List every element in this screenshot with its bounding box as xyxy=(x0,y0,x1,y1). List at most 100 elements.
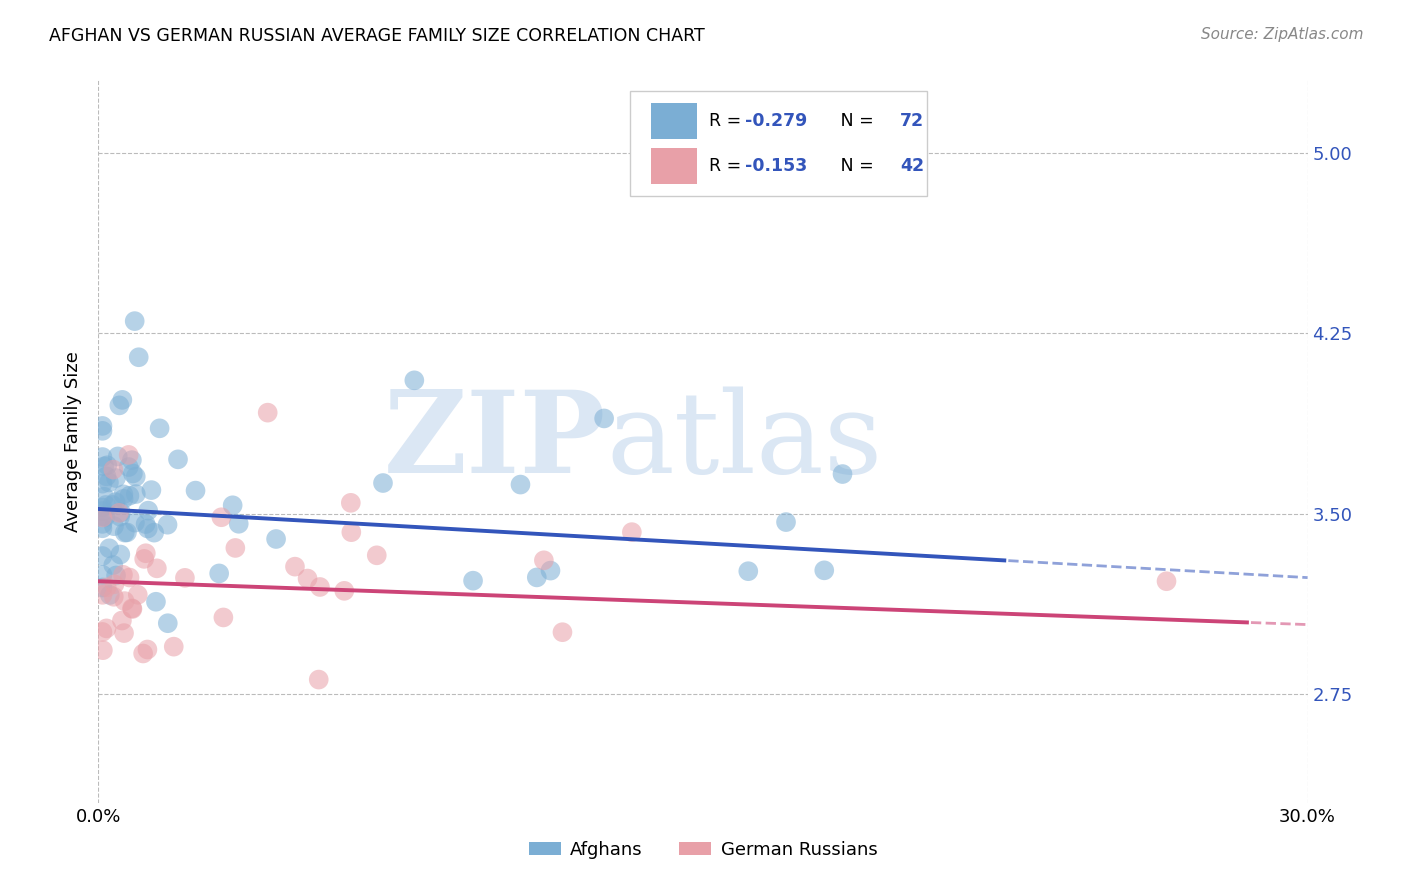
Y-axis label: Average Family Size: Average Family Size xyxy=(63,351,82,532)
Point xyxy=(340,496,363,510)
Point xyxy=(620,525,643,540)
Point xyxy=(103,590,125,604)
Point xyxy=(208,566,231,581)
Point xyxy=(114,594,136,608)
Point xyxy=(114,525,136,540)
Point xyxy=(146,561,169,575)
Point xyxy=(184,483,207,498)
Point xyxy=(737,564,759,578)
Text: -0.279: -0.279 xyxy=(745,112,807,130)
Point xyxy=(121,601,143,615)
Point xyxy=(308,673,330,687)
Point xyxy=(121,453,143,467)
Point xyxy=(91,624,114,639)
FancyBboxPatch shape xyxy=(630,91,927,196)
Text: 42: 42 xyxy=(900,157,924,175)
Point xyxy=(98,588,121,602)
Point xyxy=(366,549,388,563)
Point xyxy=(108,506,131,520)
Point xyxy=(228,516,250,531)
Point xyxy=(91,504,114,518)
Point xyxy=(98,541,121,556)
Point xyxy=(533,553,555,567)
Point xyxy=(163,640,186,654)
Point xyxy=(111,392,134,407)
Point xyxy=(284,559,307,574)
Point xyxy=(136,522,159,536)
Point xyxy=(91,476,114,491)
Point xyxy=(112,626,135,640)
Point xyxy=(224,541,246,555)
Point xyxy=(212,610,235,624)
Point xyxy=(125,487,148,501)
Text: R =: R = xyxy=(709,112,747,130)
Point xyxy=(156,616,179,631)
Text: 72: 72 xyxy=(900,112,924,130)
Point xyxy=(96,469,118,483)
Point xyxy=(775,515,797,529)
Point xyxy=(107,450,129,464)
Point xyxy=(115,525,138,540)
Point xyxy=(145,595,167,609)
Point xyxy=(110,505,132,519)
Point xyxy=(118,489,141,503)
Point xyxy=(111,614,134,628)
Point xyxy=(132,647,155,661)
Point xyxy=(340,525,363,540)
Point xyxy=(551,625,574,640)
Text: ZIP: ZIP xyxy=(384,386,606,497)
Point xyxy=(264,532,287,546)
Text: R =: R = xyxy=(709,157,747,175)
Text: Source: ZipAtlas.com: Source: ZipAtlas.com xyxy=(1201,27,1364,42)
Point xyxy=(96,580,118,594)
Point xyxy=(149,421,172,435)
Text: atlas: atlas xyxy=(606,386,883,497)
Point xyxy=(91,643,114,657)
Point xyxy=(141,483,163,497)
Point xyxy=(103,577,125,591)
Point xyxy=(167,452,190,467)
Point xyxy=(91,516,114,531)
Point xyxy=(297,572,319,586)
Point xyxy=(96,458,118,473)
Point xyxy=(118,448,141,462)
Point xyxy=(104,471,127,485)
Point xyxy=(110,548,132,562)
Point xyxy=(125,469,148,483)
Text: N =: N = xyxy=(824,157,879,175)
Point xyxy=(118,570,141,584)
Point xyxy=(593,411,616,425)
Point xyxy=(124,516,146,530)
Point xyxy=(91,581,114,595)
Point xyxy=(94,498,117,512)
Text: N =: N = xyxy=(824,112,879,130)
Point xyxy=(103,462,125,476)
Point xyxy=(121,602,143,616)
Legend: Afghans, German Russians: Afghans, German Russians xyxy=(522,834,884,866)
Point xyxy=(174,571,197,585)
Point xyxy=(91,509,114,524)
Point xyxy=(91,424,114,438)
Point xyxy=(256,406,278,420)
Point xyxy=(309,580,332,594)
Point xyxy=(93,459,115,474)
Point xyxy=(128,350,150,364)
Point xyxy=(404,373,426,387)
Point xyxy=(209,510,232,524)
Point xyxy=(91,418,114,433)
Point xyxy=(103,558,125,572)
Point xyxy=(371,476,394,491)
Point xyxy=(91,450,114,464)
Point xyxy=(111,567,134,582)
Point xyxy=(136,503,159,517)
Point xyxy=(118,460,141,475)
Point xyxy=(135,517,157,532)
Point xyxy=(134,552,156,566)
Point xyxy=(143,525,166,540)
Point xyxy=(105,568,128,582)
Point xyxy=(104,495,127,509)
Point xyxy=(135,546,157,560)
Point xyxy=(221,498,243,512)
Point xyxy=(813,563,835,577)
Point xyxy=(127,588,149,602)
